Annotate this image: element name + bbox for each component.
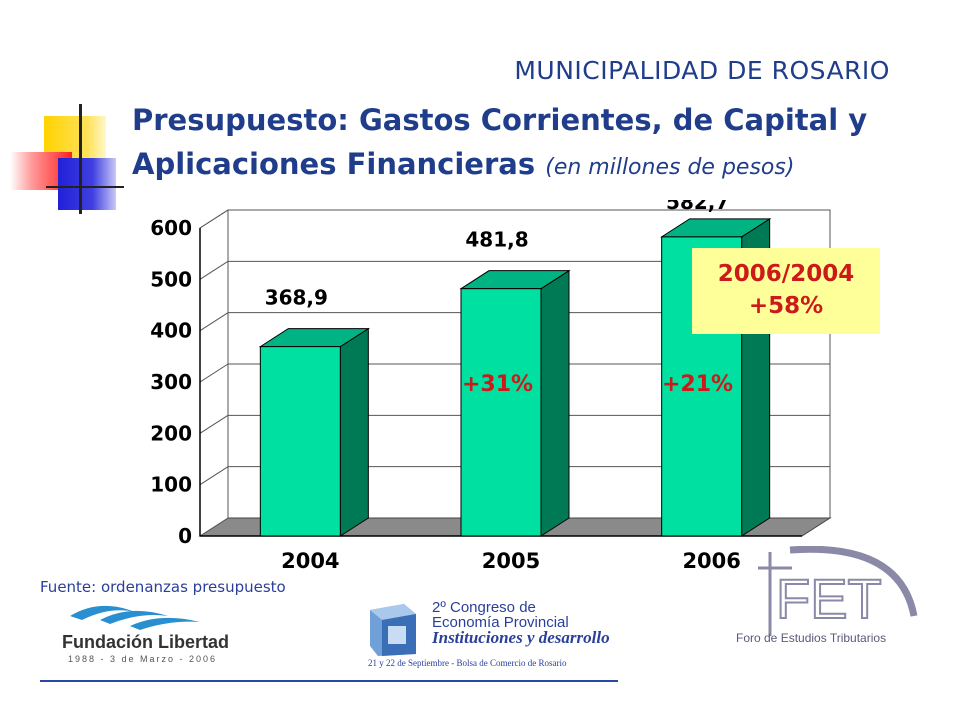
fet-letters: FET: [776, 567, 882, 630]
overall-growth-box: 2006/2004 +58%: [692, 248, 880, 334]
grid-line-diag: [199, 260, 229, 280]
value-label: 481,8: [465, 228, 528, 252]
fundacion-libertad-logo: Fundación Libertad 1988 - 3 de Marzo - 2…: [40, 598, 240, 678]
y-tick-label: 200: [150, 421, 192, 445]
growth-label-2006: +21%: [662, 372, 734, 397]
y-tick-label: 100: [150, 473, 192, 497]
grid-line-diag: [199, 209, 229, 229]
title-text: Presupuesto: Gastos Corrientes, de Capit…: [132, 103, 868, 181]
bar-chart: 0 100 200 300 400 500 600 368,9 2004 481,8 2005 582…: [150, 200, 832, 573]
bar-side: [339, 327, 369, 537]
y-tick-label: 400: [150, 319, 192, 343]
slide-title: Presupuesto: Gastos Corrientes, de Capit…: [132, 98, 932, 190]
x-tick-label: 2006: [682, 549, 740, 573]
overall-growth-value: +58%: [748, 293, 824, 319]
organization-title: MUNICIPALIDAD DE ROSARIO: [514, 56, 890, 85]
x-tick-label: 2004: [281, 549, 339, 573]
grid-line-diag: [199, 363, 229, 383]
value-label: 368,9: [265, 286, 328, 310]
grid-line-diag: [199, 414, 229, 434]
congreso-line3: Instituciones y desarrollo: [432, 628, 610, 647]
congreso-text: 2º Congreso de Economía Provincial Insti…: [432, 599, 610, 647]
bar-2005: [460, 288, 542, 537]
congreso-line2: Economía Provincial: [432, 614, 569, 631]
fet-emblem-icon: FET: [758, 545, 918, 636]
y-tick-label: 600: [150, 216, 192, 240]
bar-2004: [259, 346, 341, 537]
congreso-date: 21 y 22 de Septiembre - Bolsa de Comerci…: [368, 658, 567, 668]
y-tick-label: 300: [150, 370, 192, 394]
cube-icon: [370, 604, 416, 656]
growth-label-2005: +31%: [462, 372, 534, 397]
value-label: 582,7: [666, 200, 729, 214]
x-tick-label: 2005: [482, 549, 540, 573]
grid-line-diag: [199, 312, 229, 332]
bar-side: [540, 269, 570, 537]
decor-horizontal-line: [46, 186, 124, 188]
congreso-logo: 2º Congreso de Economía Provincial Insti…: [358, 598, 622, 678]
y-tick-label: 500: [150, 267, 192, 291]
chart-labels: 0 100 200 300 400 500 600 368,9 2004 481,8 2005 582…: [150, 200, 741, 573]
grid-line-diag: [199, 466, 229, 486]
libertad-name: Fundación Libertad: [62, 632, 230, 652]
overall-growth-period: 2006/2004: [717, 261, 855, 287]
bird-wave-icon: [70, 605, 200, 630]
fet-logo: FET Foro de Estudios Tributarios: [730, 545, 930, 696]
title-subtitle: (en millones de pesos): [545, 155, 795, 180]
footer-divider: [40, 680, 618, 682]
libertad-dates: 1988 - 3 de Marzo - 2006: [68, 654, 218, 664]
congreso-line1: 2º Congreso de: [432, 599, 536, 616]
y-tick-label: 0: [178, 524, 192, 548]
decor-blue-square: [58, 158, 116, 210]
fet-tagline: Foro de Estudios Tributarios: [736, 631, 887, 645]
decor-vertical-line: [79, 104, 82, 214]
source-note: Fuente: ordenanzas presupuesto: [40, 578, 286, 596]
